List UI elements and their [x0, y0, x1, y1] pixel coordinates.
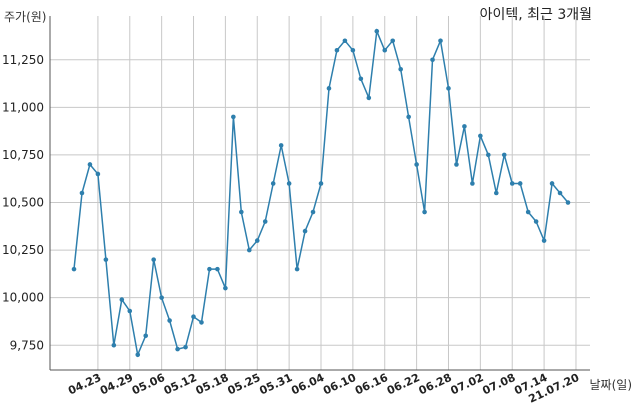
- x-tick-label: 05.06: [130, 371, 167, 398]
- data-point: [207, 266, 212, 272]
- data-point: [127, 308, 133, 314]
- data-point: [215, 266, 220, 272]
- data-point: [557, 190, 563, 196]
- data-point: [254, 238, 260, 243]
- data-point: [302, 228, 308, 234]
- data-point: [159, 295, 164, 300]
- data-point: [390, 38, 396, 44]
- data-point: [501, 152, 507, 158]
- data-point: [246, 247, 252, 253]
- data-point: [350, 47, 356, 53]
- data-point: [486, 152, 491, 158]
- tick-labels: 9,750 10,000 10,250 10,500 10,750 11,000 11,25…: [2, 53, 582, 406]
- x-tick-label: 05.31: [257, 371, 294, 397]
- data-point: [414, 162, 419, 167]
- x-tick-label: 06.04: [289, 371, 326, 398]
- data-point: [143, 333, 149, 339]
- data-point: [191, 314, 196, 320]
- data-point: [183, 344, 188, 350]
- data-point: [541, 238, 547, 243]
- data-point: [79, 190, 85, 196]
- data-point: [382, 47, 388, 53]
- data-point: [565, 200, 571, 205]
- data-point: [509, 181, 515, 186]
- x-tick-label: 06.10: [321, 371, 358, 398]
- y-tick-label: 9,750: [10, 338, 44, 352]
- data-point: [294, 266, 300, 272]
- data-point: [71, 266, 77, 272]
- data-point: [406, 114, 411, 120]
- x-tick-label: 07.08: [480, 371, 517, 397]
- data-point: [470, 181, 475, 186]
- data-point: [446, 86, 451, 91]
- data-point: [310, 209, 316, 215]
- x-tick-label: 04.23: [66, 371, 103, 397]
- axes: [49, 16, 590, 371]
- data-point: [398, 66, 403, 72]
- data-point: [231, 114, 236, 120]
- x-tick-label: 04.29: [98, 371, 135, 397]
- data-point: [87, 162, 93, 167]
- data-point: [199, 320, 204, 325]
- data-point: [151, 257, 156, 262]
- y-tick-label: 11,000: [2, 100, 44, 114]
- y-tick-label: 10,250: [2, 243, 44, 257]
- data-point: [342, 38, 348, 44]
- data-point: [525, 209, 531, 215]
- x-axis-label: 날짜(일): [589, 378, 632, 392]
- data-point: [358, 76, 364, 82]
- data-point: [239, 209, 244, 215]
- data-point: [326, 86, 332, 91]
- x-tick-label: 06.22: [385, 371, 422, 397]
- data-point: [318, 181, 324, 186]
- data-point: [270, 181, 276, 186]
- data-point: [223, 285, 228, 291]
- data-point: [422, 209, 427, 215]
- data-point: [135, 352, 141, 358]
- x-tick-label: 06.28: [417, 371, 454, 397]
- data-point: [533, 219, 539, 224]
- data-point: [430, 57, 435, 63]
- y-tick-label: 10,000: [2, 291, 44, 305]
- data-point: [175, 346, 180, 352]
- data-point: [462, 124, 467, 129]
- data-point: [454, 162, 459, 167]
- series-layer: [71, 28, 571, 358]
- y-tick-label: 10,500: [2, 196, 44, 210]
- data-point: [334, 47, 340, 53]
- data-point: [517, 181, 523, 186]
- data-point: [119, 297, 125, 302]
- data-point: [374, 28, 380, 34]
- x-tick-label: 07.02: [449, 371, 486, 397]
- x-tick-label: 05.18: [194, 371, 231, 397]
- y-axis-label: 주가(원): [4, 10, 47, 24]
- data-point: [438, 38, 443, 44]
- x-tick-label: 06.16: [353, 371, 390, 398]
- data-point: [111, 342, 117, 348]
- data-point: [478, 133, 483, 139]
- y-tick-label: 11,250: [2, 53, 44, 67]
- data-point: [366, 95, 372, 101]
- data-point: [549, 181, 555, 186]
- data-point: [262, 219, 268, 224]
- data-point: [167, 318, 172, 323]
- x-tick-label: 05.12: [162, 371, 199, 397]
- data-point: [278, 143, 284, 148]
- x-tick-label: 05.25: [225, 371, 262, 397]
- data-point: [286, 181, 292, 186]
- chart-title: 아이텍, 최근 3개월: [479, 7, 592, 23]
- data-point: [95, 171, 101, 177]
- y-tick-label: 10,750: [2, 148, 44, 162]
- data-point: [103, 257, 109, 262]
- data-point: [493, 190, 499, 196]
